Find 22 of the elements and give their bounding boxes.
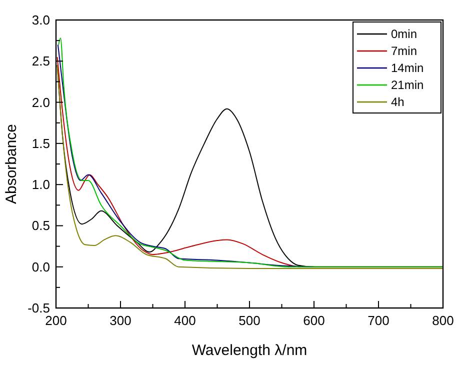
- y-tick-label: 1.5: [32, 136, 50, 151]
- x-axis-title: Wavelength λ/nm: [192, 342, 308, 359]
- y-tick-label: 3.0: [32, 12, 50, 28]
- y-tick-label: 0.0: [32, 259, 50, 274]
- y-axis-title: Absorbance: [3, 124, 20, 204]
- x-tick-label: 800: [432, 313, 454, 328]
- legend-label: 14min: [391, 61, 424, 75]
- legend-label: 7min: [391, 44, 418, 58]
- y-tick-label: 2.0: [32, 94, 50, 110]
- x-tick-label: 300: [110, 313, 132, 328]
- legend-label: 21min: [391, 78, 424, 92]
- y-tick-label: 2.5: [32, 54, 50, 69]
- y-tick-label: -0.5: [28, 300, 50, 316]
- x-tick-label: 400: [174, 313, 196, 328]
- x-tick-label: 600: [303, 313, 325, 328]
- y-tick-label: 1.0: [32, 177, 50, 192]
- legend-label: 0min: [391, 27, 418, 41]
- x-tick-label: 500: [238, 313, 260, 328]
- y-tick-label: 0.5: [32, 218, 50, 234]
- legend-label: 4h: [391, 95, 404, 109]
- x-tick-label: 700: [368, 313, 390, 328]
- x-tick-label: 200: [45, 313, 67, 328]
